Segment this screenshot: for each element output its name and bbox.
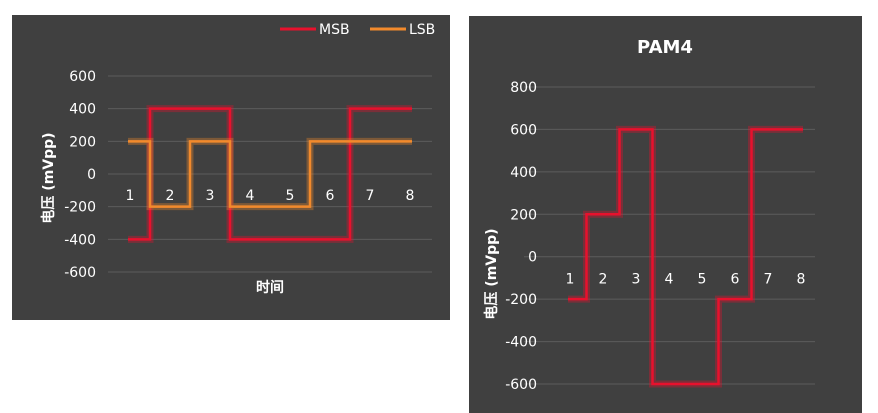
- chart-title: PAM4: [637, 37, 693, 58]
- x-tick-label: 4: [665, 272, 674, 288]
- y-tick-label: 200: [510, 207, 537, 223]
- y-tick-label: 600: [510, 122, 537, 138]
- y-tick-label: 800: [510, 80, 537, 96]
- x-tick-label: 2: [599, 272, 608, 288]
- x-tick-label: 3: [632, 272, 641, 288]
- y-tick-label: 400: [69, 102, 96, 118]
- x-tick-label: 7: [366, 188, 375, 204]
- x-tick-label: 8: [797, 272, 806, 288]
- y-axis-label: 电压 (mVpp): [483, 228, 500, 319]
- y-tick-label: -600: [64, 265, 96, 281]
- y-tick-label: 0: [528, 250, 537, 266]
- plot-area: 800 600 400 200 0 -200 -400 -600 1 2 3 4 5 6 7 8: [505, 80, 815, 393]
- y-tick-label: -600: [505, 377, 537, 393]
- x-tick-label: 8: [406, 188, 415, 204]
- x-tick-label: 1: [126, 188, 135, 204]
- y-tick-label: 200: [69, 134, 96, 150]
- legend-label-msb: MSB: [319, 22, 350, 38]
- y-tick-label: 400: [510, 165, 537, 181]
- x-axis-label: 时间: [256, 279, 284, 296]
- x-tick-label: 5: [698, 272, 707, 288]
- legend: MSB LSB: [280, 22, 435, 38]
- x-tick-label: 3: [206, 188, 215, 204]
- x-tick-label: 5: [286, 188, 295, 204]
- series-line-lsb: [128, 140, 412, 208]
- y-tick-label: -200: [64, 200, 96, 216]
- plot-area: 600 400 200 0 -200 -400 -600 1 2 3 4 5 6 7 8: [64, 69, 432, 281]
- msb-lsb-chart-svg: MSB LSB 电压 (mVpp) 时间 600 400 200 0 -200 -400 -…: [40, 22, 435, 296]
- x-tick-label: 2: [166, 188, 175, 204]
- x-tick-label: 6: [731, 272, 740, 288]
- series-line-pam4: [568, 128, 803, 386]
- x-tick-label: 6: [326, 188, 335, 204]
- y-tick-label: 600: [69, 69, 96, 85]
- y-tick-label: -200: [505, 292, 537, 308]
- y-tick-label: 0: [87, 167, 96, 183]
- pam4-chart: PAM4 电压 (mVpp) 800 600 400 200 0 -200 -400 -600…: [469, 16, 862, 413]
- pam4-chart-svg: PAM4 电压 (mVpp) 800 600 400 200 0 -200 -400 -600…: [483, 37, 815, 393]
- x-tick-label: 4: [246, 188, 255, 204]
- legend-label-lsb: LSB: [409, 22, 435, 38]
- y-axis-label: 电压 (mVpp): [40, 132, 57, 223]
- y-tick-label: -400: [505, 335, 537, 351]
- y-tick-label: -400: [64, 232, 96, 248]
- x-tick-label: 7: [764, 272, 773, 288]
- x-tick-label: 1: [566, 272, 575, 288]
- series-line-msb: [128, 107, 412, 241]
- msb-lsb-chart: MSB LSB 电压 (mVpp) 时间 600 400 200 0 -200 -400 -…: [12, 15, 450, 320]
